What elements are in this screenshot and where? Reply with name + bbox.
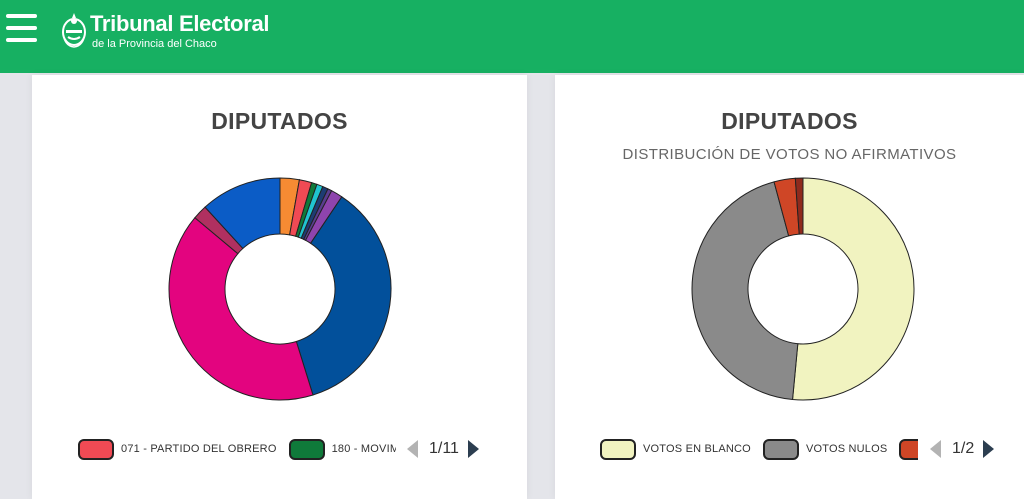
chart-subtitle: DISTRIBUCIÓN DE VOTOS NO AFIRMATIVOS xyxy=(622,146,957,163)
legend-label: 071 - PARTIDO DEL OBRERO xyxy=(121,443,277,455)
legend-item-partido-obrero[interactable]: 071 - PARTIDO DEL OBRERO xyxy=(78,438,277,460)
legend-label: 180 - MOVIMIENTO xyxy=(331,443,396,455)
legend-pager: 1/2 xyxy=(930,437,995,461)
next-page-arrow-icon[interactable] xyxy=(467,440,479,458)
legend-swatch xyxy=(600,438,636,460)
prev-page-arrow-icon[interactable] xyxy=(930,440,941,458)
logo[interactable]: Tribunal Electoral de la Provincia del C… xyxy=(60,10,270,54)
legend-label: VOTOS EN BLANCO xyxy=(643,443,751,455)
donut-chart xyxy=(168,177,392,401)
legend-swatch xyxy=(762,438,799,460)
hamburger-menu-icon[interactable] xyxy=(6,14,38,44)
donut-slice-10[interactable] xyxy=(204,177,281,250)
donut-slice-0[interactable] xyxy=(792,177,915,401)
coat-of-arms-icon xyxy=(62,13,86,48)
legend-item-v[interactable]: V xyxy=(899,438,918,460)
legend-swatch xyxy=(288,438,325,460)
chart-legend: VOTOS EN BLANCO VOTOS NULOS V xyxy=(600,437,918,461)
logo-title: Tribunal Electoral xyxy=(90,11,270,36)
legend-page-indicator: 1/2 xyxy=(952,440,975,457)
chart-card-votos-no-afirmativos: DIPUTADOS DISTRIBUCIÓN DE VOTOS NO AFIRM… xyxy=(555,75,1024,499)
legend-item-votos-nulos[interactable]: VOTOS NULOS xyxy=(762,438,888,460)
donut-slice-8[interactable] xyxy=(168,217,314,401)
donut-slice-3[interactable] xyxy=(794,177,804,235)
legend-pager: 1/11 xyxy=(407,437,479,461)
legend-swatch xyxy=(78,438,114,460)
donut-chart xyxy=(691,177,915,401)
donut-slice-1[interactable] xyxy=(691,181,799,401)
chart-title: DIPUTADOS xyxy=(721,108,858,134)
donut-slice-7[interactable] xyxy=(295,196,392,396)
legend-item-votos-en-blanco[interactable]: VOTOS EN BLANCO xyxy=(600,438,751,460)
legend-label: VOTOS NULOS xyxy=(805,443,888,455)
legend-swatch xyxy=(899,438,918,460)
top-app-bar: Tribunal Electoral de la Provincia del C… xyxy=(0,0,1024,73)
chart-legend: 071 - PARTIDO DEL OBRERO 180 - MOVIMIENT… xyxy=(78,437,396,461)
prev-page-arrow-icon[interactable] xyxy=(407,440,418,458)
chart-card-diputados: DIPUTADOS 071 - PARTIDO DEL OBRERO 180 -… xyxy=(32,75,527,499)
legend-page-indicator: 1/11 xyxy=(429,440,459,457)
next-page-arrow-icon[interactable] xyxy=(983,440,995,458)
chart-title: DIPUTADOS xyxy=(211,108,348,134)
logo-subtitle: de la Provincia del Chaco xyxy=(92,38,217,50)
legend-item-movimiento[interactable]: 180 - MOVIMIENTO xyxy=(288,438,396,460)
